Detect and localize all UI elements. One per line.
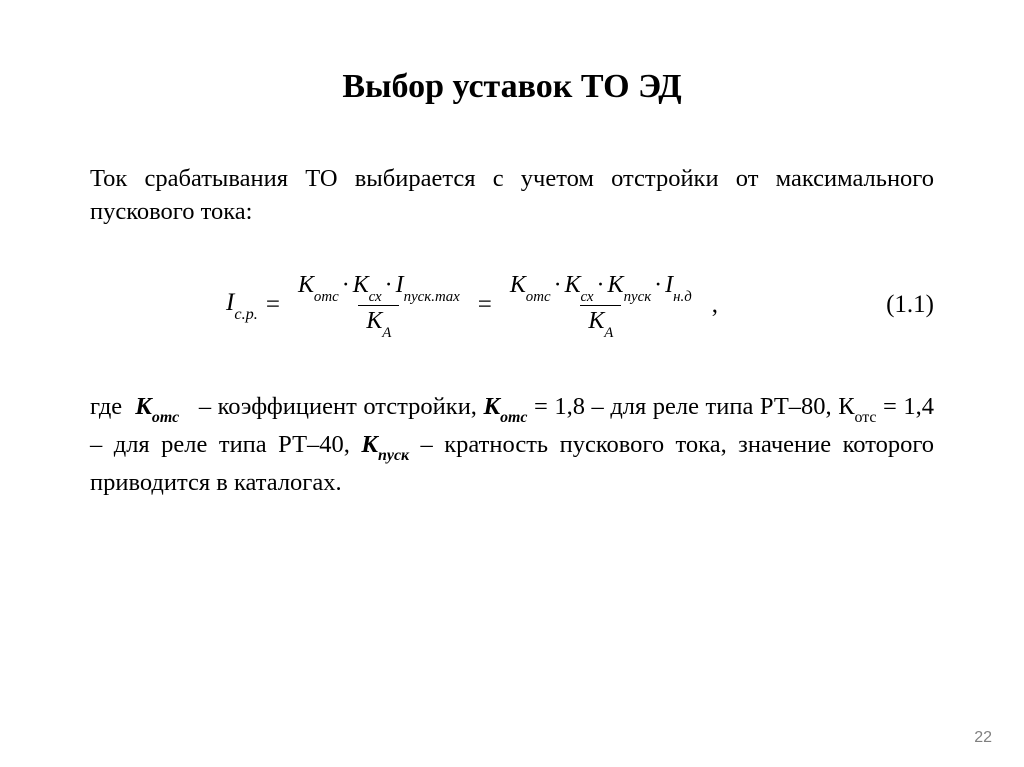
page-number: 22 [974,729,992,747]
i-pusk-max: Iпуск.max [396,272,460,298]
k-a-2: КA [588,308,613,334]
k-cx-1: Ксх [353,272,382,298]
eq-frac2-num: Котс·Ксх·Kпуск·Iн.д [502,270,700,305]
gde: где [90,393,122,420]
eq-lhs-sub: с.р. [234,305,257,323]
eq-frac1-den: КA [358,305,399,341]
slide-page: Выбор уставок ТО ЭД Ток срабатывания ТО … [0,0,1024,767]
eq-lhs: Iс.р. [226,289,258,321]
rt80: для реле типа РТ–80, [610,393,831,420]
eq-frac-2: Котс·Ксх·Kпуск·Iн.д КA [502,270,700,341]
kotc-sym-2: Котс [483,393,527,420]
equation-row: Iс.р. = Котс·Ксх·Iпуск.max КA = Котс·Ксх… [90,270,934,341]
explanation-text: где Котс – коэффициент отстройки, Котс =… [90,389,934,500]
k-pusk: Kпуск [608,272,652,298]
eq-eqsign-2: = [478,291,492,319]
equation-wrap: Iс.р. = Котс·Ксх·Iпуск.max КA = Котс·Ксх… [90,270,854,341]
kotc-sym-3: Котс [838,393,876,420]
kotc-sym-1: Котс [135,393,179,420]
k-otc-2: Котс [510,272,551,298]
i-nd: Iн.д [665,272,692,298]
equation-number: (1.1) [886,291,934,319]
rt40: для реле типа РТ–40, [114,431,350,458]
equation: Iс.р. = Котс·Ксх·Iпуск.max КA = Котс·Ксх… [226,270,718,341]
eq-frac2-den: КA [580,305,621,341]
eq-frac1-num: Котс·Ксх·Iпуск.max [290,270,468,305]
eq-trailing-comma: , [712,291,718,319]
eq-frac-1: Котс·Ксх·Iпуск.max КA [290,270,468,341]
k-a-1: КA [366,308,391,334]
kotc-desc: коэффициент отстройки, [218,393,477,420]
dash-1: – [199,393,211,420]
dash-2: – [592,393,604,420]
intro-text: Ток срабатывания ТО выбирается с учетом … [90,162,934,228]
kotc-val-1: = 1,8 [534,393,585,420]
k-otc-1: Котс [298,272,339,298]
kpusk-sym: Кпуск [361,431,409,458]
dash-4: – [421,431,433,458]
dash-3: – [90,431,102,458]
kotc-val-2: = 1,4 [883,393,934,420]
k-cx-2: Ксх [565,272,594,298]
page-title: Выбор уставок ТО ЭД [90,68,934,106]
eq-eqsign-1: = [266,291,280,319]
